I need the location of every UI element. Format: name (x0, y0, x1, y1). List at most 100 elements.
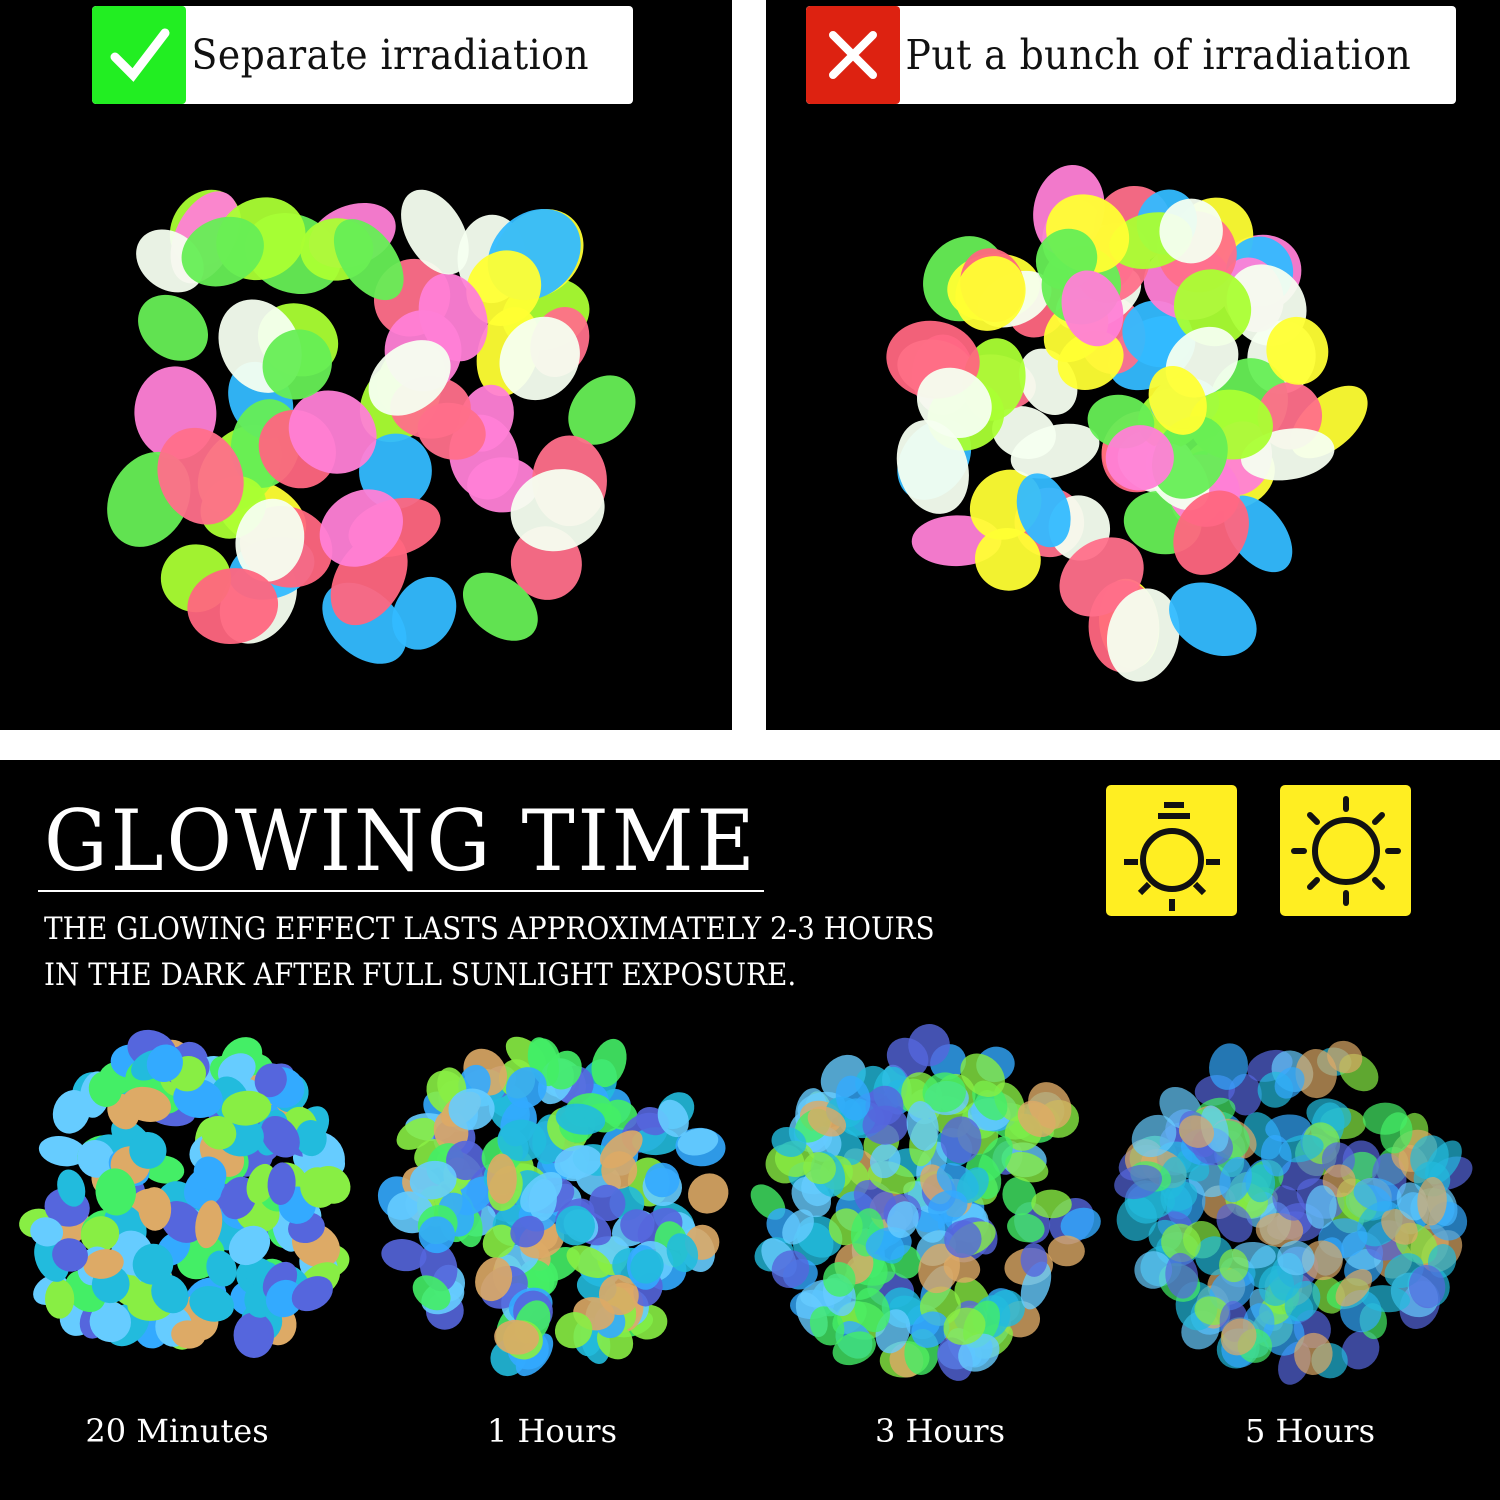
pebble (1255, 1212, 1304, 1248)
pebble (80, 1216, 120, 1253)
pebble (1161, 1223, 1201, 1263)
pebble (1169, 582, 1257, 657)
pebble (151, 1274, 189, 1314)
pebble (975, 527, 1041, 591)
pebble (1007, 1213, 1045, 1243)
pebble (927, 1190, 968, 1223)
pebble (1258, 1265, 1295, 1306)
glowing-pebbles-images (19, 1024, 1473, 1385)
pebble (300, 1167, 338, 1208)
pebble (381, 1239, 427, 1272)
pebble (1272, 1185, 1305, 1221)
pebble (288, 390, 377, 474)
pebble (620, 1209, 655, 1242)
pebble (1152, 415, 1228, 499)
dim-light-icon (1106, 785, 1237, 916)
pebble (1059, 537, 1144, 617)
pebble (944, 1220, 982, 1258)
pebble (1020, 1242, 1048, 1277)
pebble (887, 1201, 919, 1238)
pebble (38, 1136, 87, 1167)
glowing-time-section: GLOWING TIME THE GLOWING EFFECT LASTS AP… (0, 760, 1500, 1500)
stage-caption: 1 Hours (486, 1412, 618, 1450)
pebble (1305, 1185, 1337, 1229)
description-line: THE GLOWING EFFECT LASTS APPROXIMATELY 2… (44, 911, 935, 947)
pebble (195, 1200, 223, 1249)
title-divider (38, 890, 764, 892)
pebble (956, 1167, 989, 1203)
pebble (1116, 1196, 1157, 1241)
pebbles-image-separate (107, 189, 636, 664)
pebbles-image-bunch (886, 164, 1368, 682)
pebble (295, 1120, 327, 1157)
pebble (688, 1173, 729, 1214)
pebble (943, 1307, 986, 1345)
pebble (1105, 425, 1174, 491)
pebble (333, 219, 404, 301)
pebble (138, 294, 208, 361)
pebble (644, 1162, 680, 1198)
bunch-irradiation-label: Put a bunch of irradiation (806, 6, 1456, 104)
pebble (554, 1312, 593, 1349)
pebble (1106, 588, 1180, 682)
pebble (368, 340, 451, 416)
pebble (591, 1038, 627, 1088)
pebble (1274, 1067, 1305, 1099)
pebble (1284, 1280, 1321, 1322)
pebble (1266, 316, 1329, 385)
pebble (57, 1169, 86, 1207)
pebble (782, 1209, 814, 1245)
pebble (267, 1162, 296, 1206)
pebble (122, 1086, 172, 1122)
pebble (1380, 1112, 1413, 1154)
stage-caption: 3 Hours (874, 1412, 1006, 1450)
pebble (1010, 423, 1100, 479)
pebble (896, 419, 969, 514)
pebble (520, 1171, 563, 1213)
pebble (1245, 1164, 1276, 1203)
pebble (291, 1276, 333, 1312)
separate-irradiation-label: Separate irradiation (92, 6, 633, 104)
pebble (157, 427, 244, 525)
pebble (911, 1311, 950, 1348)
pebble (462, 572, 538, 641)
pebble (566, 1245, 612, 1278)
pebble (95, 1168, 136, 1216)
pebble (494, 1319, 539, 1355)
pebble (1335, 1269, 1373, 1307)
description-line: IN THE DARK AFTER FULL SUNLIGHT EXPOSURE… (44, 957, 797, 993)
pebble (77, 1139, 115, 1178)
pebble (497, 1119, 547, 1162)
pebble (181, 216, 264, 287)
pebble (1219, 1156, 1252, 1203)
pebble (1360, 1285, 1411, 1313)
pebble (1408, 1264, 1446, 1309)
pebble (906, 1101, 939, 1151)
pebble (598, 1274, 639, 1316)
pebble (510, 469, 605, 552)
pebble (1260, 1134, 1292, 1177)
pebble (30, 1217, 64, 1247)
pebble (129, 1132, 167, 1169)
pebble (1060, 1207, 1101, 1240)
pebble (835, 1075, 871, 1121)
pebble (412, 1275, 451, 1311)
pebble (201, 1115, 237, 1150)
pebble (138, 1187, 172, 1231)
pebble (89, 1301, 131, 1343)
pebble (632, 1127, 680, 1156)
pebble (45, 1279, 75, 1319)
pebble (187, 568, 279, 645)
pebble (1341, 1330, 1380, 1370)
pebble (505, 1067, 547, 1109)
pebble (466, 250, 542, 326)
pebble (88, 1071, 123, 1107)
pebble (630, 1249, 664, 1284)
pebble (401, 189, 469, 275)
pebble (916, 367, 992, 438)
pebble (555, 1205, 595, 1246)
pebble (1220, 1318, 1257, 1356)
pebble (1178, 1115, 1215, 1148)
pebble (418, 1216, 455, 1254)
pebble (482, 1224, 516, 1259)
